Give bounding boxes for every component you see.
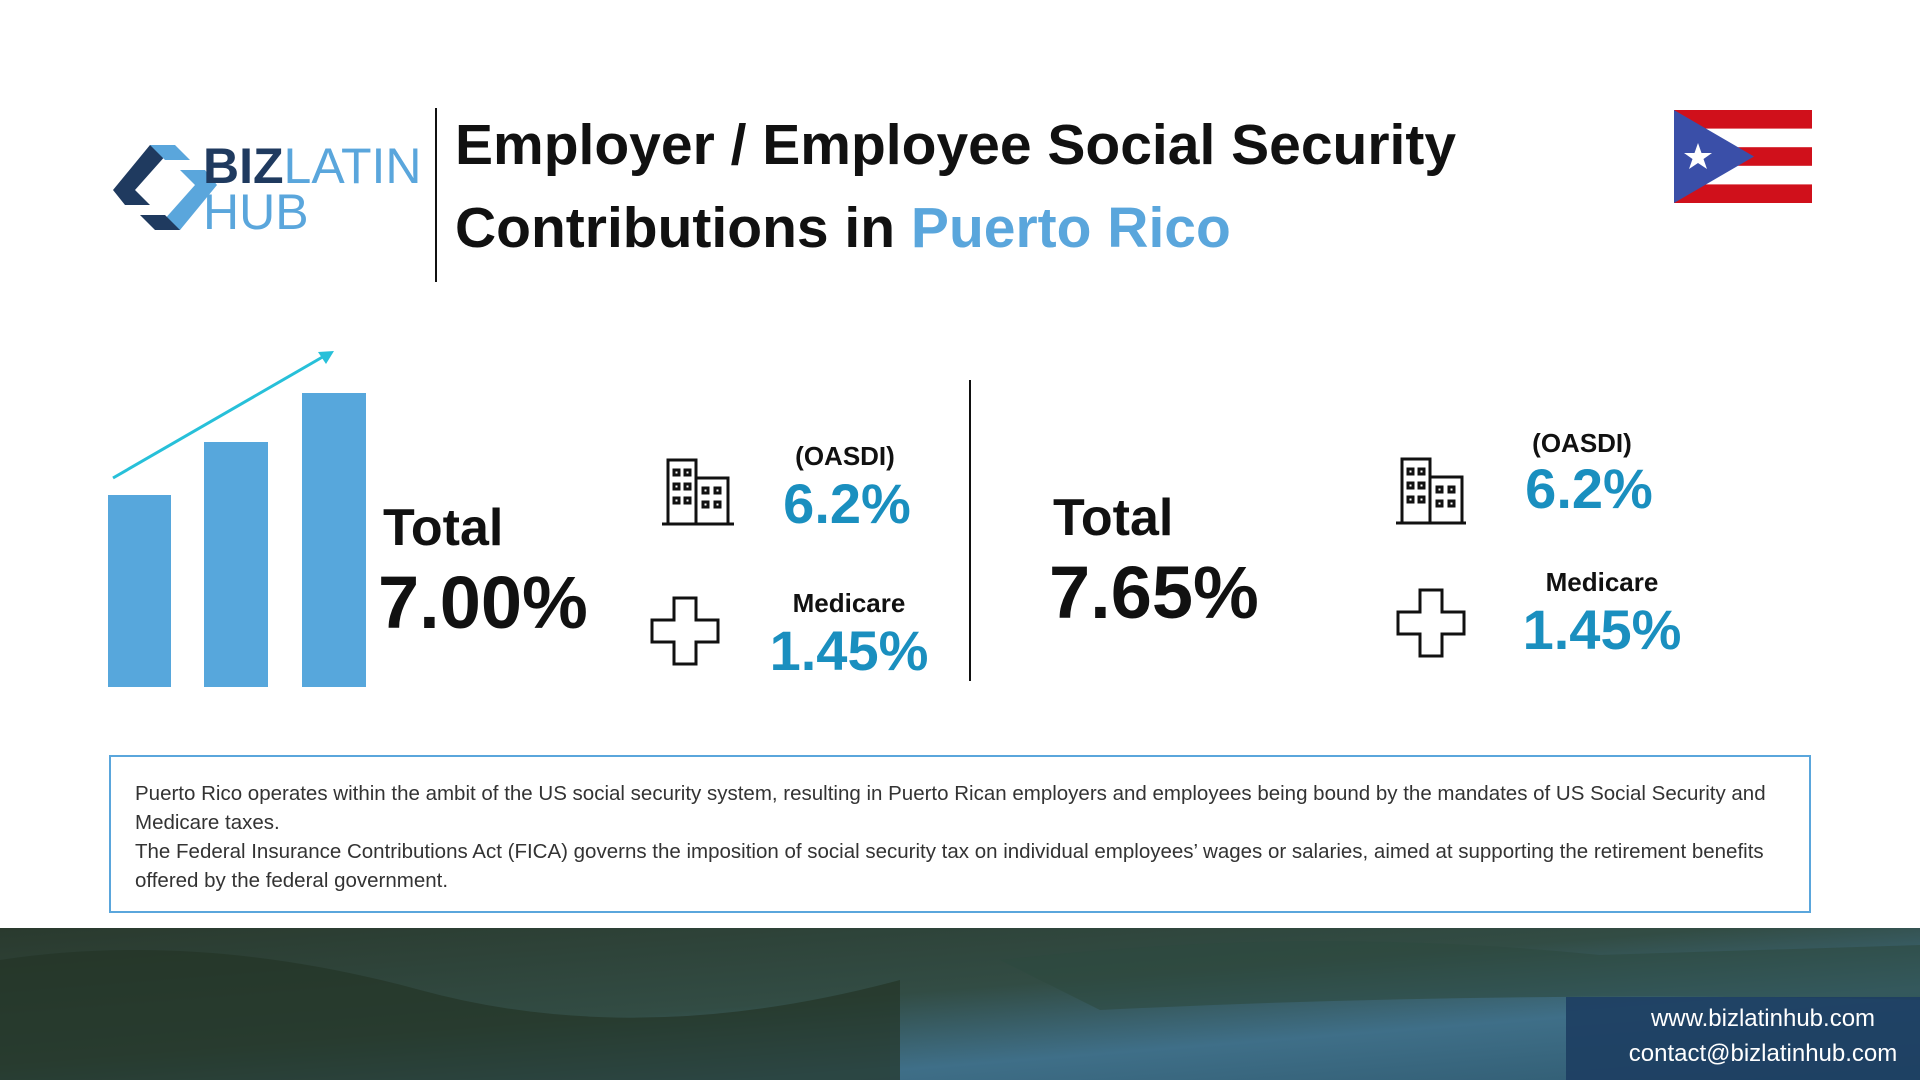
total-label: Total [383, 499, 503, 557]
landscape-trees [0, 950, 900, 1080]
total-label: Total [1053, 489, 1173, 547]
medicare-label: Medicare [793, 588, 906, 618]
title-text: Contributions in [455, 196, 911, 260]
growth-graphic [108, 351, 366, 687]
medicare-value: 1.45% [1523, 598, 1682, 661]
title-line2: Contributions in Puerto Rico [455, 196, 1231, 260]
description-box: Puerto Rico operates within the ambit of… [109, 755, 1811, 913]
logo-latin: LATIN [284, 138, 422, 194]
footer-website: www.bizlatinhub.com [1650, 1005, 1875, 1032]
logo: BIZLATIN HUB [113, 138, 422, 240]
footer-email: contact@bizlatinhub.com [1629, 1040, 1898, 1067]
description-paragraph: The Federal Insurance Contributions Act … [135, 840, 1764, 892]
building-icon [1396, 457, 1466, 525]
building-icon [662, 458, 734, 526]
oasdi-value: 6.2% [783, 472, 911, 535]
medicare-value: 1.45% [770, 619, 929, 682]
logo-biz: BIZ [203, 138, 284, 194]
oasdi-label: (OASDI) [795, 441, 895, 471]
oasdi-value: 6.2% [1525, 457, 1653, 520]
logo-text: BIZLATIN [203, 138, 422, 194]
landscape-hills [1000, 941, 1920, 1010]
medical-icon [1396, 588, 1466, 658]
total-value: 7.00% [378, 561, 588, 644]
title-line1: Employer / Employee Social Security [455, 113, 1456, 177]
flag [1674, 110, 1812, 203]
oasdi-label: (OASDI) [1532, 428, 1632, 458]
footer-box [1566, 997, 1920, 1080]
description-paragraph: Puerto Rico operates within the ambit of… [135, 782, 1766, 834]
medical-icon [650, 596, 720, 666]
logo-hub: HUB [203, 184, 309, 240]
total-value: 7.65% [1049, 551, 1259, 634]
title-highlight: Puerto Rico [911, 196, 1231, 260]
medicare-label: Medicare [1546, 567, 1659, 597]
